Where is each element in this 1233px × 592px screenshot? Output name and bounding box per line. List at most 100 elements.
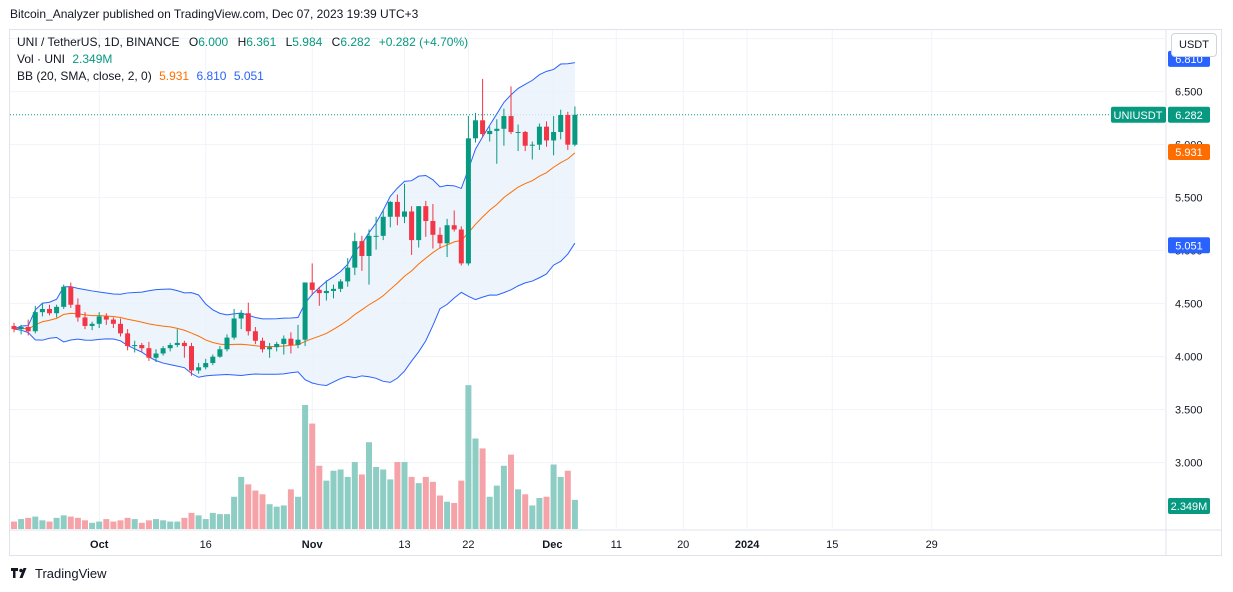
candle-body (551, 131, 557, 141)
volume-bar (103, 519, 110, 529)
candle (331, 284, 336, 299)
price-tag (1168, 498, 1210, 514)
volume-bar (500, 465, 507, 529)
candle (75, 298, 81, 322)
volume-bar (422, 476, 429, 529)
legend-volume-value: 2.349M (72, 52, 113, 66)
volume-bar (344, 476, 351, 529)
legend-close: 6.282 (340, 35, 371, 49)
candle (451, 210, 457, 232)
volume-bar (32, 516, 39, 529)
volume-bar (89, 522, 96, 529)
time-tick-label: 22 (462, 539, 474, 551)
candle-body (89, 323, 95, 326)
candle (139, 342, 145, 352)
price-tick-label: 4.000 (1175, 352, 1203, 364)
candle-body (572, 114, 578, 145)
volume-bar (82, 520, 88, 529)
price-tick-label: 6.500 (1175, 87, 1203, 99)
candle (458, 226, 464, 266)
candle-body (394, 201, 400, 217)
volume-bar (39, 520, 46, 529)
candle-body (18, 327, 24, 330)
candle-body (54, 306, 60, 314)
candle (544, 121, 549, 147)
candle-body (11, 325, 17, 330)
volume-bar (380, 469, 387, 529)
candle-body (75, 304, 81, 318)
price-tick-label: 4.500 (1175, 299, 1203, 311)
candle-body (409, 211, 415, 241)
price-tick-label: 3.500 (1175, 405, 1203, 417)
volume-bar (351, 462, 358, 529)
candle (238, 310, 244, 330)
candle (430, 204, 436, 249)
volume-bar (60, 515, 67, 529)
currency-button[interactable]: USDT (1171, 33, 1217, 57)
candle (181, 340, 187, 358)
candle (501, 108, 507, 146)
candle (167, 342, 173, 352)
candle-body (174, 342, 180, 346)
volume-bar (117, 520, 124, 529)
candle-body (61, 286, 67, 307)
volume-bar (479, 448, 486, 529)
volume-bar (522, 494, 529, 529)
price-tag (1168, 143, 1210, 160)
candle-body (423, 206, 429, 221)
volume-bar (451, 502, 458, 529)
legend-volume-row: Vol · UNI 2.349M (17, 51, 468, 68)
legend-bb-upper: 6.810 (196, 69, 227, 83)
volume-bar (216, 514, 223, 529)
candle (444, 218, 450, 258)
candle (132, 340, 138, 353)
volume-bar (287, 489, 294, 529)
candle-body (103, 316, 109, 320)
candle-body (380, 216, 386, 236)
candle-body (32, 312, 38, 332)
candle-body (323, 290, 329, 294)
price-tag-label: 5.931 (1175, 147, 1203, 159)
time-tick-label: 15 (826, 539, 838, 551)
volume-bar (53, 517, 60, 529)
candle (245, 302, 251, 336)
legend-ohlc-row: UNI / TetherUS, 1D, BINANCE O6.000 H6.36… (17, 34, 468, 51)
legend-high: 6.361 (246, 35, 277, 49)
volume-bar (238, 476, 245, 529)
volume-bar (557, 476, 564, 529)
candle (295, 324, 301, 349)
candle-body (210, 356, 216, 364)
candle-body (281, 338, 287, 344)
volume-bar (295, 496, 301, 529)
candle (39, 302, 45, 317)
candle (203, 358, 209, 370)
candle-body (444, 225, 450, 244)
candle-body (238, 313, 244, 319)
candle-body (217, 349, 223, 357)
candle (465, 116, 471, 266)
candle (231, 308, 237, 340)
time-tick-label: Oct (90, 539, 109, 551)
time-axis: Oct 16 Nov 13 22 Dec 11 20 2024 15 29 (90, 539, 938, 551)
candle-body (160, 348, 166, 354)
candle (82, 312, 88, 330)
candle (196, 363, 202, 374)
volume-bar (266, 504, 273, 529)
volume-bar (571, 499, 578, 529)
volume-bar (337, 469, 344, 529)
time-tick-label: 16 (200, 539, 212, 551)
volume-bar (508, 454, 514, 529)
volume-bar (74, 517, 81, 529)
candle-body (515, 131, 521, 133)
volume-bar (550, 464, 557, 529)
volume-bar (202, 519, 209, 529)
tradingview-footer[interactable]: TradingView (10, 566, 107, 581)
candle (345, 258, 351, 287)
price-tick-label: 3.000 (1175, 458, 1203, 470)
candle (402, 183, 407, 224)
candle (210, 354, 216, 366)
candle (494, 119, 500, 164)
legend-bb-basis: 5.931 (159, 69, 190, 83)
candle (68, 282, 74, 308)
